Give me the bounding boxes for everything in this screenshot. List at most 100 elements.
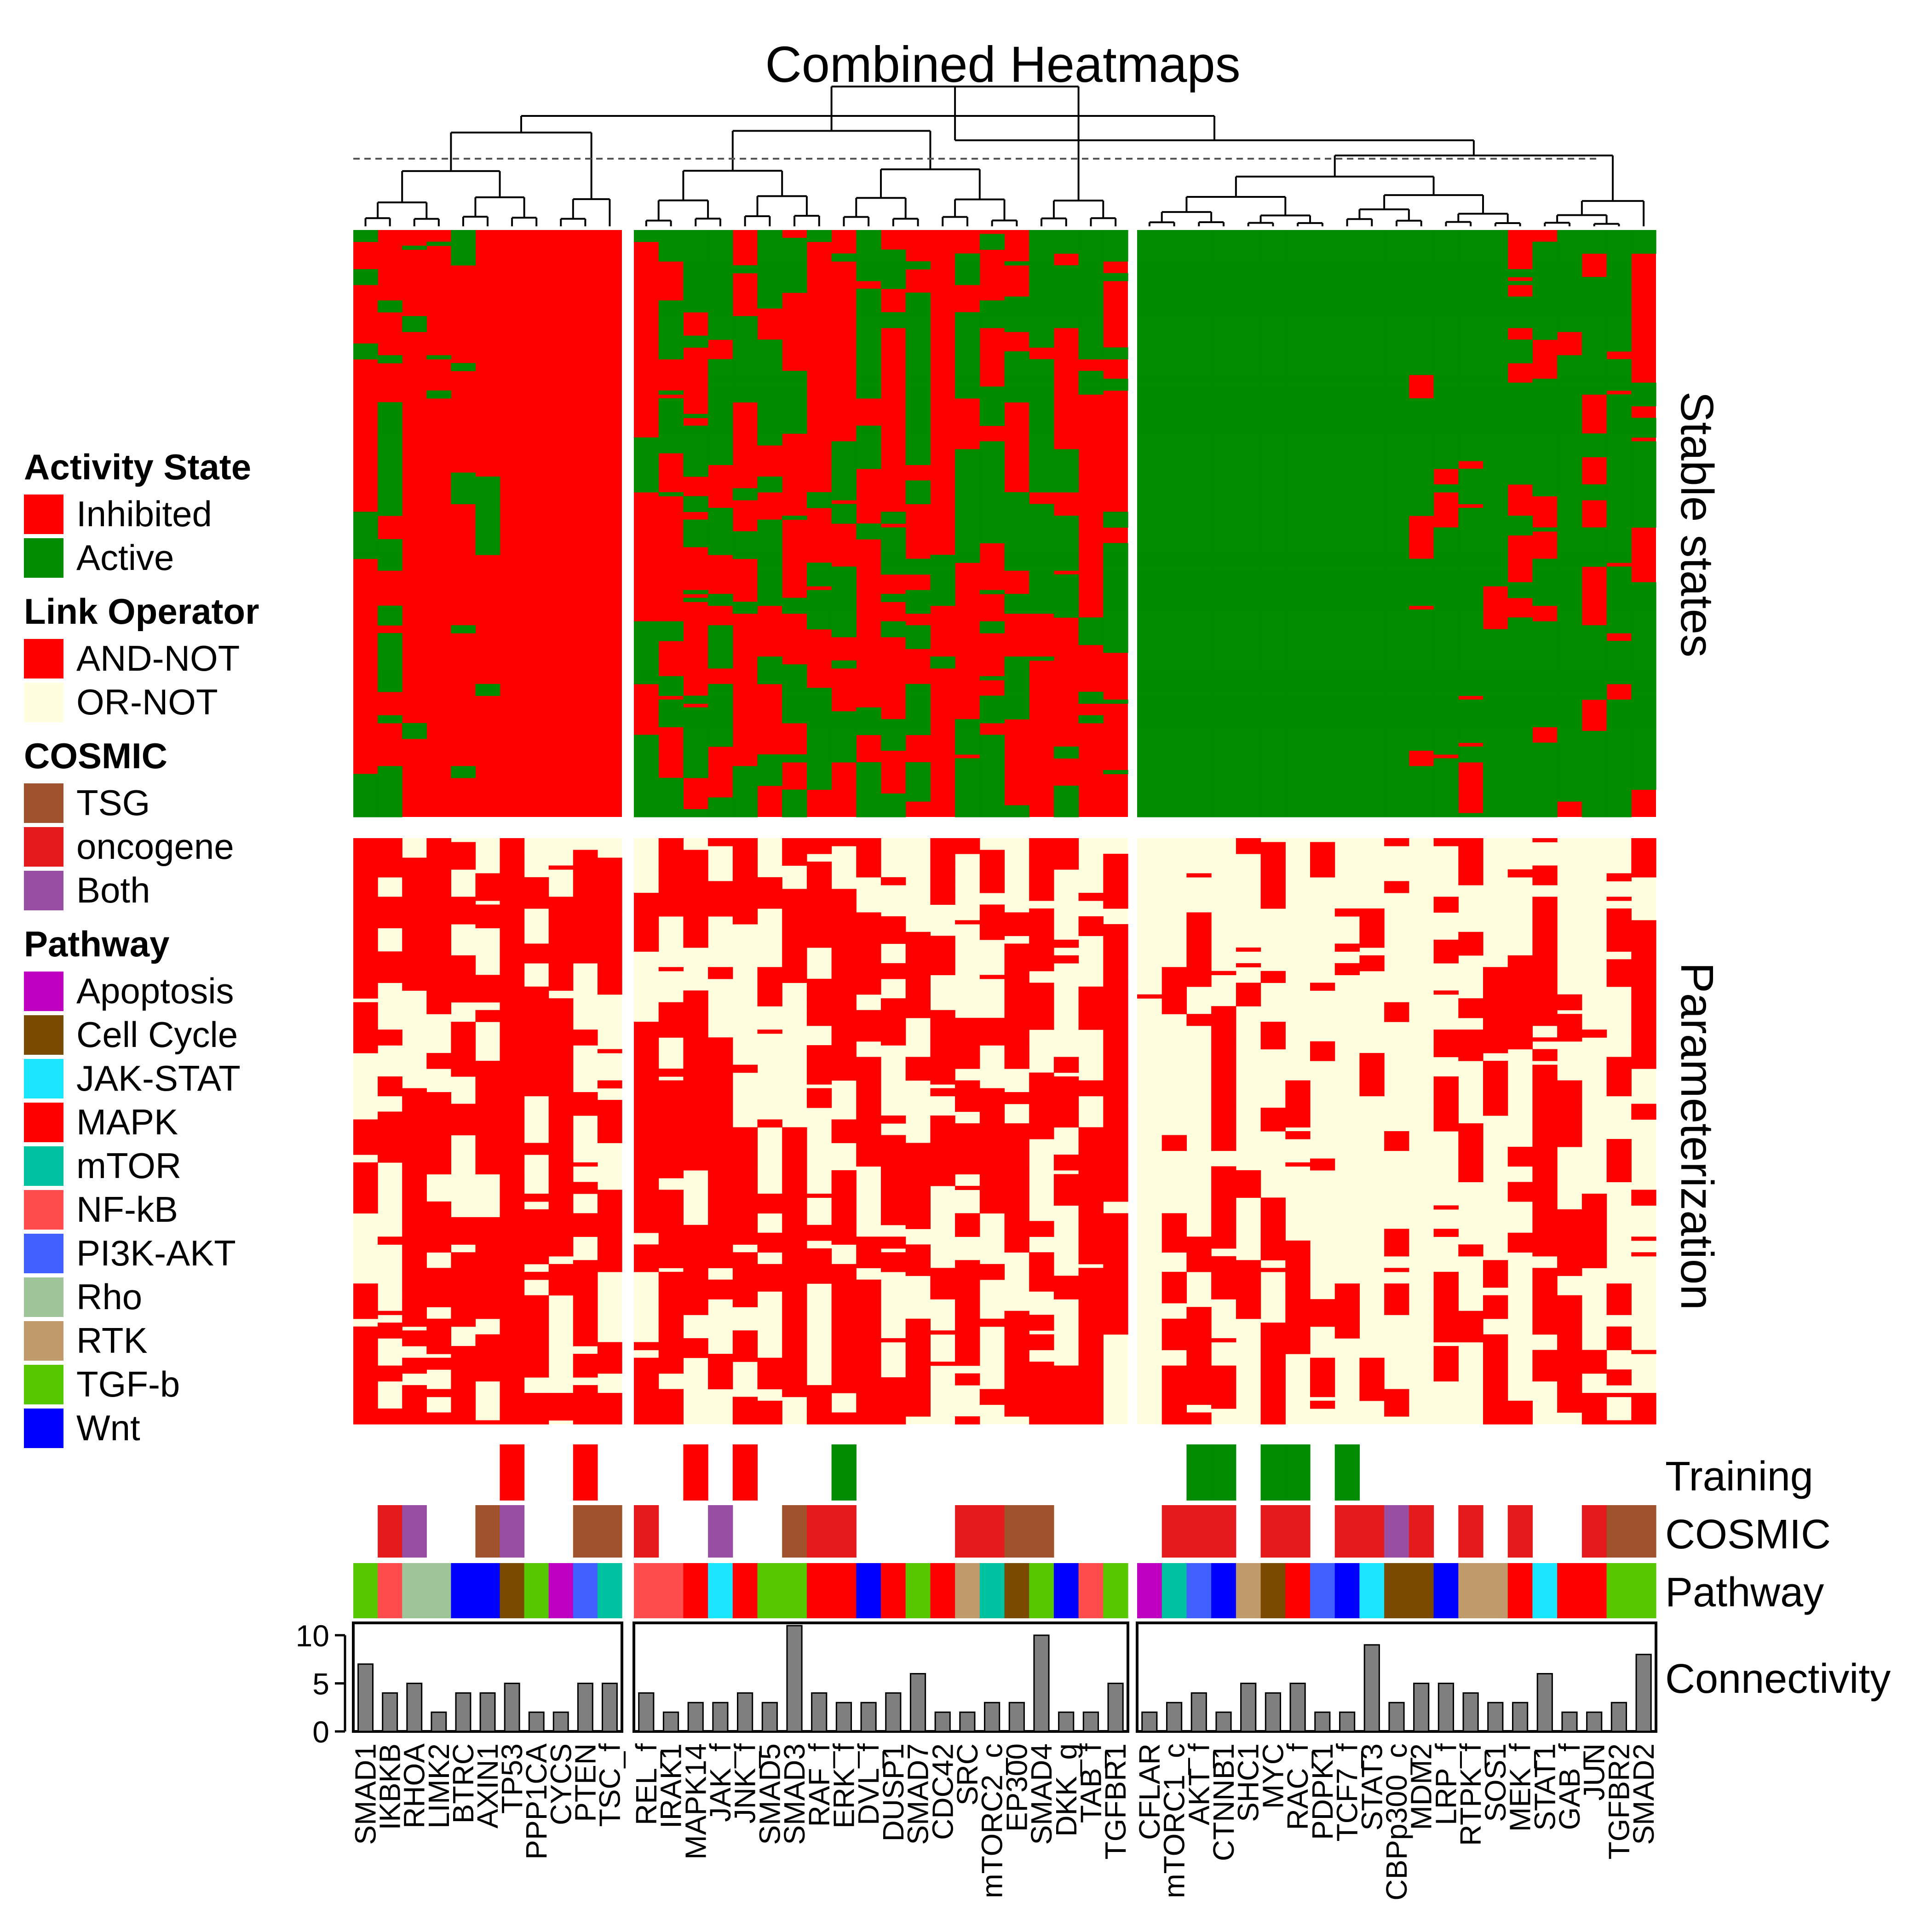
heatmap-cell <box>683 281 708 285</box>
heatmap-cell <box>1507 652 1533 657</box>
heatmap-cell <box>402 877 427 881</box>
heatmap-cell <box>1310 762 1335 766</box>
heatmap-cell <box>856 300 881 305</box>
heatmap-cell <box>881 535 906 540</box>
heatmap-cell <box>634 652 659 657</box>
heatmap-cell <box>1162 735 1187 739</box>
heatmap-cell <box>1409 449 1434 454</box>
heatmap-cell <box>979 782 1005 786</box>
heatmap-cell <box>831 715 857 719</box>
heatmap-cell <box>1078 296 1104 301</box>
heatmap-cell <box>708 738 733 743</box>
heatmap-cell <box>1186 535 1212 540</box>
heatmap-cell <box>1507 621 1533 626</box>
heatmap-cell <box>1359 523 1385 528</box>
heatmap-cell <box>1359 637 1385 641</box>
heatmap-cell <box>1458 578 1484 583</box>
heatmap-cell <box>1334 359 1360 363</box>
heatmap-cell <box>1053 277 1079 282</box>
heatmap-cell <box>1631 488 1656 493</box>
heatmap-cell <box>1458 598 1484 602</box>
heatmap-cell <box>353 1362 378 1366</box>
heatmap-cell <box>905 719 931 724</box>
heatmap-cell <box>1053 578 1079 583</box>
heatmap-cell <box>1137 566 1162 571</box>
heatmap-cell <box>1581 433 1607 438</box>
heatmap-cell <box>1581 359 1607 363</box>
heatmap-cell <box>1334 727 1360 731</box>
heatmap-cell <box>831 754 857 759</box>
heatmap-cell <box>1384 265 1409 270</box>
heatmap-cell <box>683 300 708 305</box>
heatmap-cell <box>1507 523 1533 528</box>
heatmap-cell <box>831 453 857 457</box>
heatmap-cell <box>1334 813 1360 817</box>
heatmap-cell <box>353 1123 378 1128</box>
heatmap-cell <box>1236 723 1261 727</box>
heatmap-cell <box>451 897 476 901</box>
heatmap-cell <box>1359 789 1385 794</box>
heatmap-cell <box>451 1303 476 1307</box>
heatmap-cell <box>1606 410 1632 414</box>
heatmap-cell <box>1260 578 1286 583</box>
heatmap-cell <box>1334 746 1360 751</box>
heatmap-cell <box>732 335 758 340</box>
heatmap-cell <box>905 394 931 399</box>
heatmap-cell <box>1310 382 1335 387</box>
heatmap-cell <box>1606 421 1632 426</box>
heatmap-cell <box>856 429 881 434</box>
heatmap-cell <box>1186 621 1212 626</box>
heatmap-cell <box>1483 742 1508 747</box>
heatmap-cell <box>831 519 857 524</box>
heatmap-cell <box>1384 288 1409 293</box>
heatmap-cell <box>1532 445 1558 449</box>
heatmap-cell <box>1458 566 1484 571</box>
heatmap-cell <box>1409 246 1434 250</box>
heatmap-cell <box>402 1416 427 1421</box>
heatmap-cell <box>1211 410 1236 414</box>
heatmap-cell <box>1211 672 1236 677</box>
heatmap-cell <box>1186 359 1212 363</box>
heatmap-cell <box>1606 433 1632 438</box>
heatmap-cell <box>402 1217 427 1221</box>
heatmap-cell <box>1211 238 1236 242</box>
heatmap-cell <box>1285 582 1311 586</box>
heatmap-cell <box>378 967 402 972</box>
heatmap-cell <box>1310 637 1335 641</box>
heatmap-cell <box>353 947 378 952</box>
heatmap-cell <box>1409 649 1434 653</box>
heatmap-cell <box>1557 355 1582 360</box>
heatmap-cell <box>1483 516 1508 520</box>
heatmap-cell <box>1211 328 1236 332</box>
heatmap-cell <box>1004 496 1029 500</box>
heatmap-cell <box>708 696 733 700</box>
heatmap-cell <box>1384 570 1409 575</box>
heatmap-cell <box>1285 516 1311 520</box>
heatmap-cell <box>353 281 378 285</box>
heatmap-cell <box>782 426 807 430</box>
heatmap-cell <box>1103 547 1128 552</box>
heatmap-cell <box>1334 789 1360 794</box>
heatmap-cell <box>1507 273 1533 277</box>
heatmap-cell <box>1211 390 1236 395</box>
heatmap-cell <box>1334 300 1360 305</box>
heatmap-cell <box>1211 551 1236 555</box>
heatmap-cell <box>1236 414 1261 418</box>
heatmap-cell <box>1532 457 1558 461</box>
heatmap-cell <box>979 402 1005 407</box>
heatmap-cell <box>1483 508 1508 512</box>
heatmap-cell <box>1186 379 1212 383</box>
heatmap-cell <box>831 723 857 727</box>
heatmap-cell <box>1384 312 1409 316</box>
heatmap-cell <box>402 1116 427 1120</box>
heatmap-cell <box>1137 610 1162 614</box>
heatmap-cell <box>881 621 906 626</box>
heatmap-cell <box>1409 574 1434 579</box>
heatmap-cell <box>1310 539 1335 544</box>
heatmap-cell <box>1458 293 1484 297</box>
heatmap-cell <box>806 621 832 626</box>
heatmap-cell <box>1078 617 1104 622</box>
heatmap-cell <box>1285 813 1311 817</box>
heatmap-cell <box>1606 460 1632 465</box>
heatmap-cell <box>1532 390 1558 395</box>
